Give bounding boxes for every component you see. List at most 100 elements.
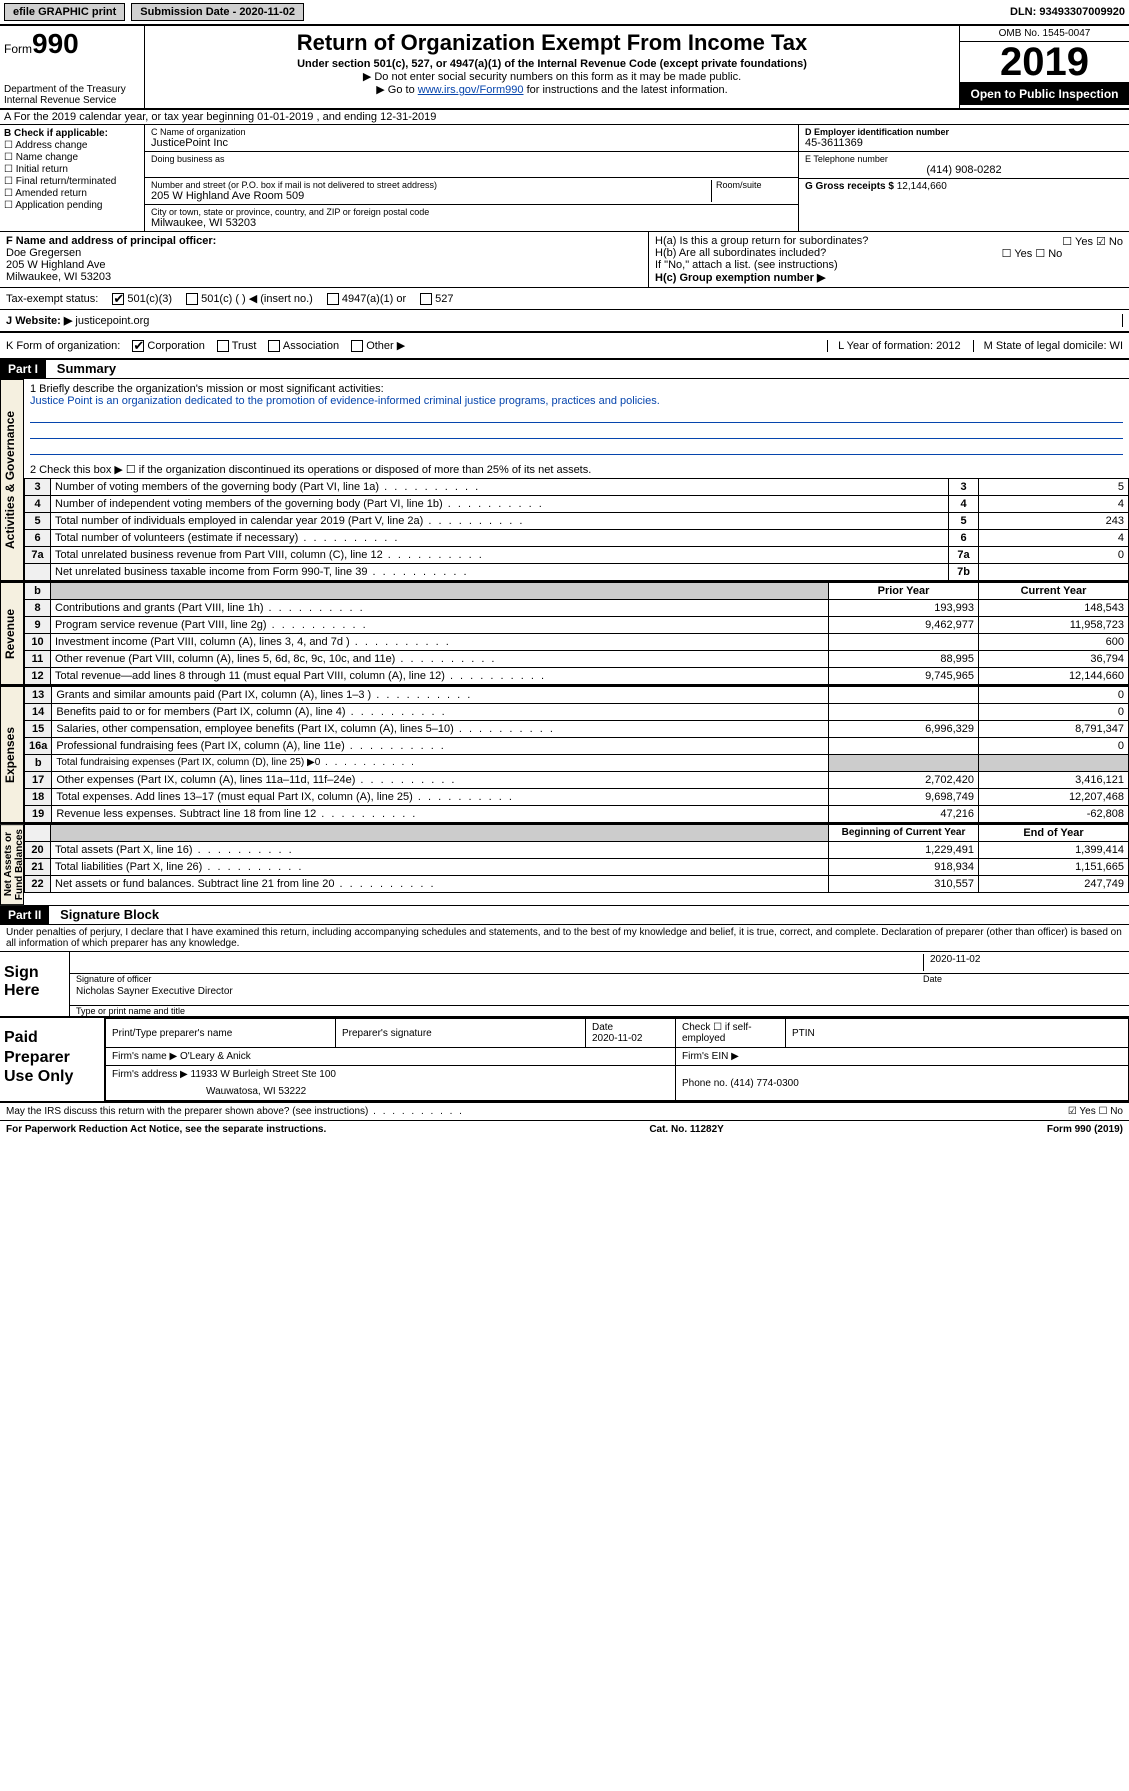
boy-hdr: Beginning of Current Year — [829, 825, 979, 842]
sig-officer-label: Signature of officer — [76, 974, 923, 984]
form-id-box: Form990 Department of the Treasury Inter… — [0, 26, 145, 108]
firm-city: Wauwatosa, WI 53222 — [106, 1083, 676, 1101]
part2-badge: Part II — [0, 906, 49, 924]
col-c: C Name of organization JusticePoint Inc … — [145, 125, 799, 231]
phone: (414) 774-0300 — [730, 1078, 798, 1089]
hb-yn[interactable]: ☐ Yes ☐ No — [1002, 247, 1063, 260]
perjury-text: Under penalties of perjury, I declare th… — [0, 925, 1129, 952]
date-label: Date — [923, 974, 1123, 984]
addr-label: Number and street (or P.O. box if mail i… — [151, 180, 707, 190]
sig-officer-field[interactable] — [76, 954, 923, 971]
eoy-hdr: End of Year — [979, 825, 1129, 842]
sig-date: 2020-11-02 — [923, 954, 1123, 971]
irs-link[interactable]: www.irs.gov/Form990 — [418, 84, 524, 96]
netassets-table: Beginning of Current YearEnd of Year 20T… — [24, 824, 1129, 893]
firm-ein: Firm's EIN ▶ — [676, 1048, 1129, 1066]
ha-yn[interactable]: ☐ Yes ☑ No — [1062, 235, 1123, 248]
chk-corp[interactable] — [132, 340, 144, 352]
tel: (414) 908-0282 — [805, 164, 1123, 176]
year-formation: L Year of formation: 2012 — [827, 340, 961, 352]
paid-label: Paid Preparer Use Only — [0, 1018, 105, 1101]
part1-badge: Part I — [0, 360, 46, 378]
curr-hdr: Current Year — [979, 583, 1129, 600]
tax-status-row: Tax-exempt status: 501(c)(3) 501(c) ( ) … — [0, 288, 1129, 310]
chk-527[interactable] — [420, 293, 432, 305]
mission-line4 — [30, 441, 1123, 455]
chk-final[interactable]: ☐ Final return/terminated — [4, 176, 140, 187]
chk-501c3[interactable] — [112, 293, 124, 305]
chk-name[interactable]: ☐ Name change — [4, 152, 140, 163]
form-number: 990 — [32, 28, 79, 59]
addr: 205 W Highland Ave Room 509 — [151, 190, 707, 202]
sign-here-block: Sign Here 2020-11-02 Signature of office… — [0, 952, 1129, 1018]
vlabel-revenue: Revenue — [0, 582, 24, 685]
chk-initial[interactable]: ☐ Initial return — [4, 164, 140, 175]
submission-pill: Submission Date - 2020-11-02 — [131, 3, 304, 21]
website[interactable]: justicepoint.org — [75, 315, 149, 327]
paid-preparer: Paid Preparer Use Only Print/Type prepar… — [0, 1018, 1129, 1103]
hb-label: H(b) Are all subordinates included? — [655, 247, 826, 259]
revenue-section: Revenue bPrior YearCurrent Year 8Contrib… — [0, 582, 1129, 686]
chk-pending[interactable]: ☐ Application pending — [4, 200, 140, 211]
year-box: OMB No. 1545-0047 2019 Open to Public In… — [959, 26, 1129, 108]
chk-other[interactable] — [351, 340, 363, 352]
tax-status-label: Tax-exempt status: — [6, 293, 98, 305]
cat-no: Cat. No. 11282Y — [649, 1124, 723, 1135]
ag-table: 3Number of voting members of the governi… — [24, 478, 1129, 581]
prep-sig-label: Preparer's signature — [336, 1019, 586, 1048]
firm-name: O'Leary & Anick — [180, 1051, 251, 1062]
chk-assoc[interactable] — [268, 340, 280, 352]
city-label: City or town, state or province, country… — [151, 207, 792, 217]
col-b: B Check if applicable: ☐ Address change … — [0, 125, 145, 231]
vlabel-expenses: Expenses — [0, 686, 24, 823]
firm-addr-label: Firm's address ▶ — [112, 1069, 188, 1080]
efile-pill[interactable]: efile GRAPHIC print — [4, 3, 125, 21]
sign-here-label: Sign Here — [0, 952, 70, 1016]
chk-trust[interactable] — [217, 340, 229, 352]
website-row: J Website: ▶ justicepoint.org — [0, 310, 1129, 333]
vlabel-netassets: Net Assets orFund Balances — [0, 824, 24, 905]
discuss-row: May the IRS discuss this return with the… — [0, 1103, 1129, 1121]
h-block: H(a) Is this a group return for subordin… — [649, 232, 1129, 287]
phone-label: Phone no. — [682, 1078, 728, 1089]
ptin: PTIN — [786, 1019, 1129, 1048]
mission-line3 — [30, 425, 1123, 439]
part1-header: Part I Summary — [0, 360, 1129, 379]
firm-name-label: Firm's name ▶ — [112, 1051, 177, 1062]
chk-501c[interactable] — [186, 293, 198, 305]
gross-label: G Gross receipts $ — [805, 181, 894, 192]
officer-addr: 205 W Highland Ave — [6, 259, 642, 271]
city: Milwaukee, WI 53203 — [151, 217, 792, 229]
form-header: Form990 Department of the Treasury Inter… — [0, 26, 1129, 110]
dln: DLN: 93493307009920 — [1010, 6, 1125, 18]
row-a: A For the 2019 calendar year, or tax yea… — [0, 110, 1129, 125]
self-employed[interactable]: Check ☐ if self-employed — [676, 1019, 786, 1048]
part2-header: Part II Signature Block — [0, 906, 1129, 925]
irs-label: Internal Revenue Service — [4, 95, 140, 106]
form-footer: Form 990 (2019) — [1047, 1124, 1123, 1135]
q2: 2 Check this box ▶ ☐ if the organization… — [24, 461, 1129, 478]
chk-amended[interactable]: ☐ Amended return — [4, 188, 140, 199]
title-box: Return of Organization Exempt From Incom… — [145, 26, 959, 108]
prep-date: Date 2020-11-02 — [586, 1019, 676, 1048]
discuss-yn[interactable]: ☑ Yes ☐ No — [1068, 1106, 1123, 1117]
hc-label: H(c) Group exemption number ▶ — [655, 271, 1123, 284]
dept-label: Department of the Treasury — [4, 84, 140, 95]
netassets-section: Net Assets orFund Balances Beginning of … — [0, 824, 1129, 906]
k-label: K Form of organization: — [6, 340, 120, 352]
chk-4947[interactable] — [327, 293, 339, 305]
hb-note: If "No," attach a list. (see instruction… — [655, 259, 1123, 271]
domicile: M State of legal domicile: WI — [973, 340, 1123, 352]
f-label: F Name and address of principal officer: — [6, 235, 642, 247]
open-inspection: Open to Public Inspection — [960, 83, 1129, 105]
officer-name: Doe Gregersen — [6, 247, 642, 259]
org-name: JusticePoint Inc — [151, 137, 792, 149]
dba-label: Doing business as — [151, 154, 792, 164]
gross: 12,144,660 — [897, 181, 947, 192]
note-ssn: ▶ Do not enter social security numbers o… — [151, 70, 953, 83]
type-name-label: Type or print name and title — [70, 1006, 1129, 1016]
chk-address[interactable]: ☐ Address change — [4, 140, 140, 151]
k-row: K Form of organization: Corporation Trus… — [0, 333, 1129, 360]
form-word: Form — [4, 42, 32, 56]
part2-title: Signature Block — [60, 907, 159, 922]
